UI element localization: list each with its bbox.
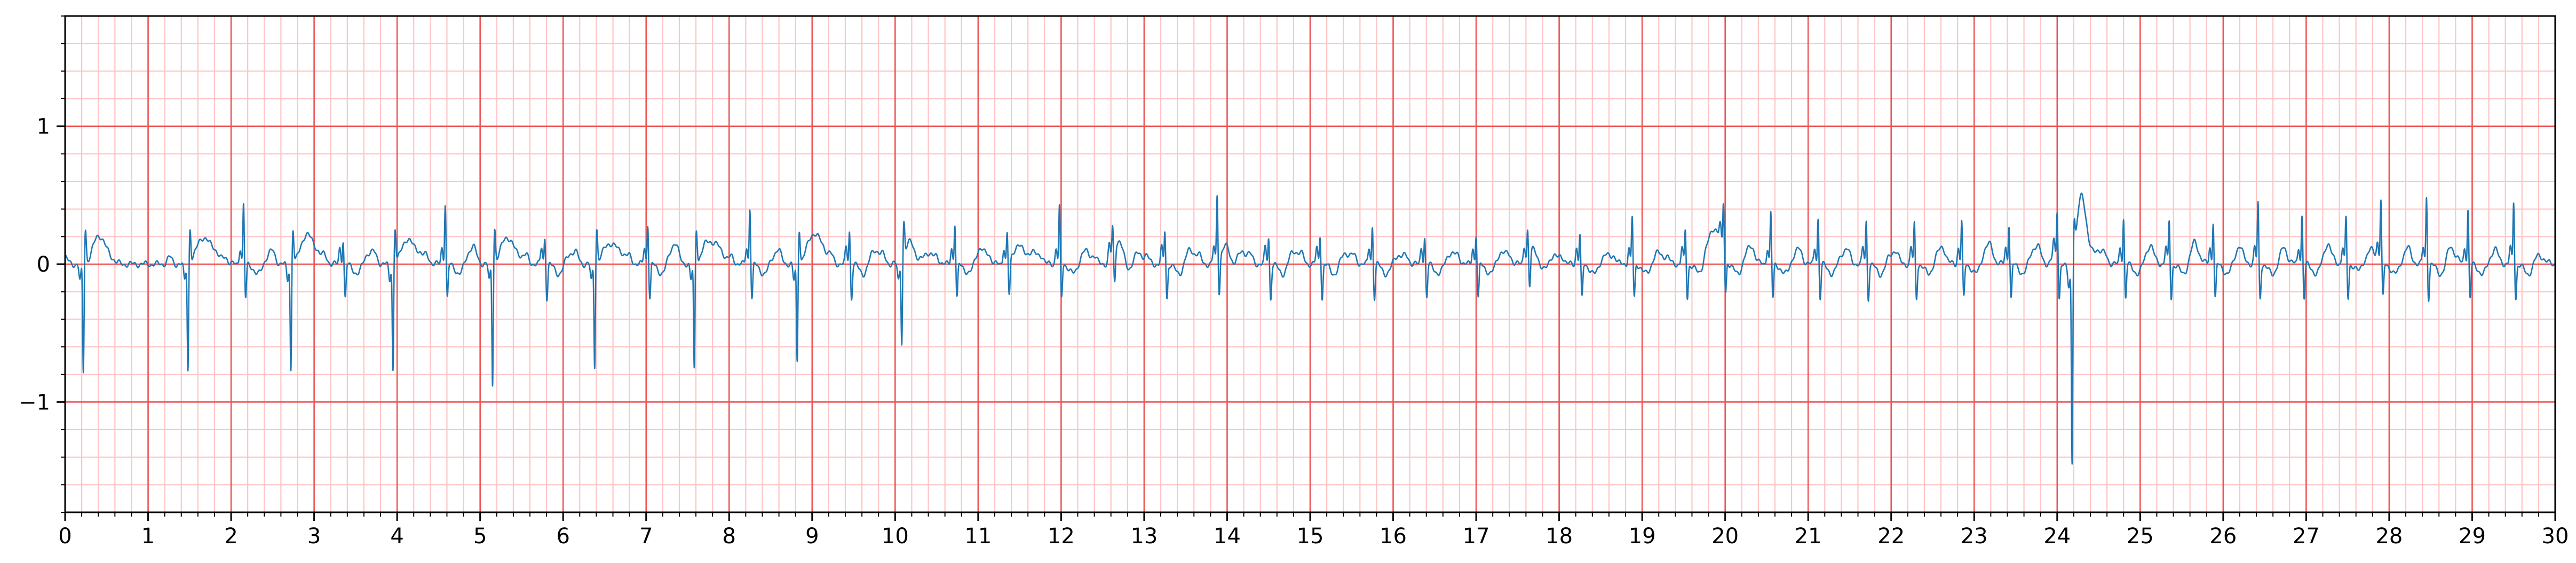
x-tick-label: 13: [1130, 524, 1158, 549]
x-tick-label: 28: [2375, 524, 2403, 549]
x-tick-label: 7: [639, 524, 653, 549]
ecg-trace-layer: [64, 192, 2556, 465]
x-tick-label: 4: [390, 524, 403, 549]
y-axis-ticks: −1 0 1: [19, 15, 65, 513]
x-tick-label: 17: [1463, 524, 1490, 549]
x-tick-label: 20: [1711, 524, 1739, 549]
y-tick-label: −1: [19, 390, 50, 415]
x-tick-label: 24: [2043, 524, 2071, 549]
y-tick-label: 1: [37, 115, 50, 139]
x-tick-label: 5: [473, 524, 487, 549]
y-tick-label: 0: [37, 252, 50, 277]
x-tick-label: 16: [1380, 524, 1407, 549]
x-tick-label: 29: [2459, 524, 2486, 549]
x-tick-label: 18: [1545, 524, 1573, 549]
x-tick-label: 27: [2293, 524, 2320, 549]
ecg-trace-line: [64, 192, 2556, 465]
x-tick-label: 0: [58, 524, 72, 549]
x-tick-label: 25: [2127, 524, 2154, 549]
x-tick-label: 2: [224, 524, 237, 549]
x-tick-label: 14: [1214, 524, 1241, 549]
x-tick-label: 26: [2209, 524, 2237, 549]
x-tick-label: 15: [1297, 524, 1324, 549]
x-tick-label: 9: [805, 524, 819, 549]
x-tick-label: 6: [556, 524, 569, 549]
x-tick-label: 22: [1877, 524, 1905, 549]
x-tick-label: 3: [307, 524, 321, 549]
x-tick-label: 11: [964, 524, 992, 549]
x-tick-label: 8: [723, 524, 736, 549]
x-tick-label: 12: [1048, 524, 1075, 549]
x-axis-ticks: 0 1 2 3 4 5 6 7 8 9 10 11 12 13 14 15 16 17 18 19 20 21 22 23 24…: [58, 512, 2569, 549]
x-tick-label: 23: [1961, 524, 1988, 549]
x-tick-label: 21: [1795, 524, 1822, 549]
x-tick-label: 1: [141, 524, 155, 549]
x-tick-label: 19: [1629, 524, 1656, 549]
x-tick-label: 10: [882, 524, 909, 549]
x-tick-label: 30: [2542, 524, 2569, 549]
